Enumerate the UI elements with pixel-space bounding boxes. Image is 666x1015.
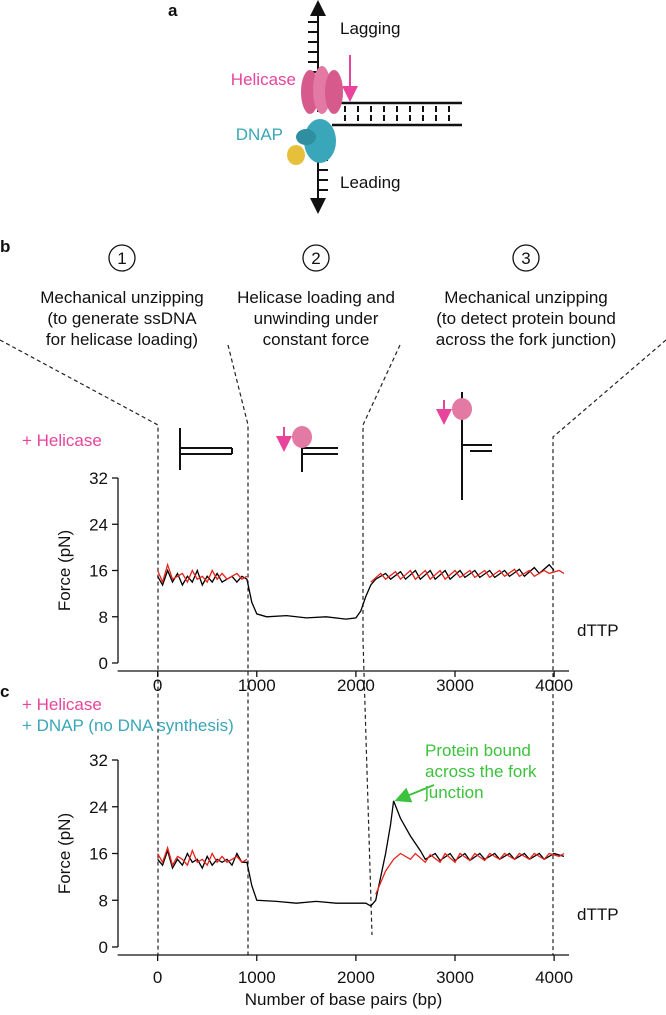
x-tick-label: 4000 xyxy=(535,968,573,987)
panel-label: a xyxy=(168,1,178,20)
y-axis-label: Force (pN) xyxy=(55,530,74,611)
leading-label: Leading xyxy=(340,173,401,192)
y-tick-label: 24 xyxy=(89,515,108,534)
step-number: 2 xyxy=(311,249,320,268)
y-tick-label: 32 xyxy=(89,751,108,770)
step-text: Helicase loading and xyxy=(237,288,395,307)
y-axis-label: Force (pN) xyxy=(55,813,74,894)
step-text: (to detect protein bound xyxy=(436,309,616,328)
y-tick-label: 8 xyxy=(99,891,108,910)
x-tick-label: 1000 xyxy=(238,676,276,695)
step-circle xyxy=(302,244,330,272)
y-tick-label: 8 xyxy=(99,608,108,627)
x-tick-label: 2000 xyxy=(337,968,375,987)
dnap-label: DNAP xyxy=(236,125,283,144)
step-text: (to generate ssDNA xyxy=(47,309,197,328)
y-tick-label: 0 xyxy=(99,938,108,957)
boundary-line xyxy=(552,339,666,955)
lagging-label: Lagging xyxy=(340,19,401,38)
annotation: + Helicase xyxy=(22,695,102,714)
x-tick-label: 2000 xyxy=(337,676,375,695)
step-text: across the fork junction) xyxy=(436,330,616,349)
callout-text: junction xyxy=(424,783,484,802)
x-tick-label: 0 xyxy=(153,968,162,987)
step-text: for helicase loading) xyxy=(46,330,198,349)
annotation: dTTP xyxy=(577,621,619,640)
panel-label: b xyxy=(0,237,10,256)
callout-text: across the fork xyxy=(425,762,537,781)
boundary-line xyxy=(362,344,401,936)
annotation: + DNAP (no DNA synthesis) xyxy=(22,716,234,735)
step-text: unwinding under xyxy=(254,309,379,328)
x-axis-label: Number of base pairs (bp) xyxy=(245,990,442,1009)
y-tick-label: 16 xyxy=(89,845,108,864)
step-text: Mechanical unzipping xyxy=(444,288,608,307)
callout-text: Protein bound xyxy=(425,741,531,760)
step-text: constant force xyxy=(263,330,370,349)
boundary-line xyxy=(227,344,249,955)
x-tick-label: 4000 xyxy=(535,676,573,695)
step-circle xyxy=(108,244,136,272)
helicase-label: Helicase xyxy=(231,70,296,89)
x-tick-label: 3000 xyxy=(436,676,474,695)
y-tick-label: 16 xyxy=(89,562,108,581)
step-number: 3 xyxy=(521,249,530,268)
trace xyxy=(157,562,565,585)
annotation: dTTP xyxy=(577,905,619,924)
annotation: + Helicase xyxy=(22,431,102,450)
step-circle xyxy=(512,244,540,272)
panel-label: c xyxy=(0,682,9,701)
y-tick-label: 0 xyxy=(99,654,108,673)
trace xyxy=(157,563,555,620)
x-tick-label: 3000 xyxy=(436,968,474,987)
fork-diagram xyxy=(287,0,462,214)
trace xyxy=(157,800,565,907)
callout-arrow xyxy=(394,784,435,803)
helicase-cartoon xyxy=(276,398,472,452)
fork-cartoon xyxy=(179,392,492,500)
y-tick-label: 24 xyxy=(89,798,108,817)
boundary-line xyxy=(0,339,159,955)
x-tick-label: 0 xyxy=(153,676,162,695)
step-number: 1 xyxy=(117,249,126,268)
step-text: Mechanical unzipping xyxy=(40,288,204,307)
x-tick-label: 1000 xyxy=(238,968,276,987)
trace xyxy=(157,845,565,895)
y-tick-label: 32 xyxy=(89,469,108,488)
